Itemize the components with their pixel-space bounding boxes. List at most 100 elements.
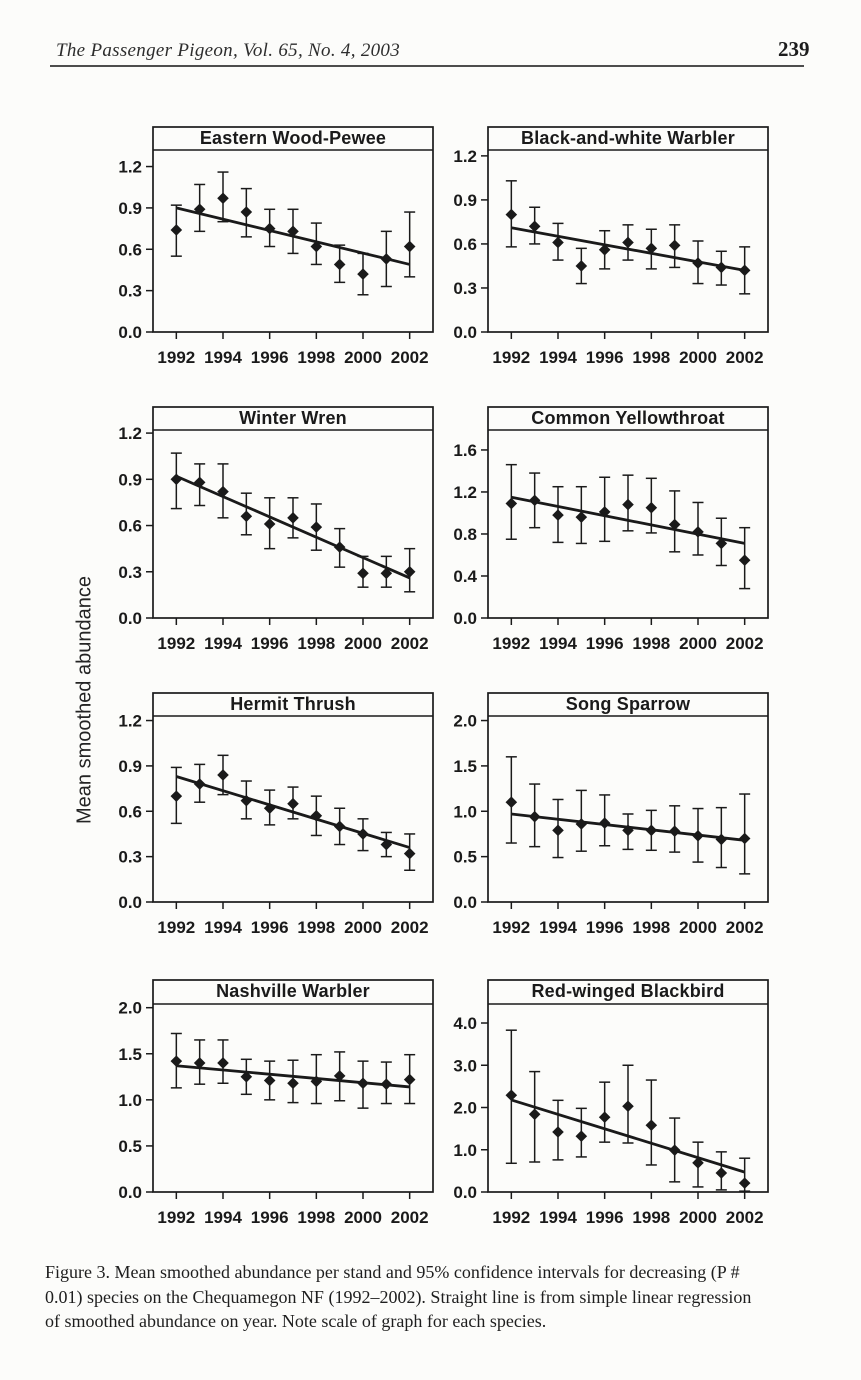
data-point-diamond [552,824,564,837]
chart-title: Hermit Thrush [230,694,356,714]
y-tick-label: 1.0 [453,802,477,821]
data-point-diamond [692,1157,704,1169]
data-point-diamond [170,473,183,486]
data-point-diamond [715,833,728,846]
x-tick-label: 1994 [539,918,577,937]
data-point-diamond [575,511,588,523]
data-point-diamond [287,225,299,238]
regression-line [511,495,745,545]
y-tick-label: 2.0 [118,999,142,1018]
x-tick-label: 2002 [726,1208,764,1227]
y-tick-label: 1.0 [118,1091,142,1110]
x-tick-label: 1992 [157,634,195,653]
data-point-diamond [668,1144,681,1156]
data-point-diamond [403,565,416,578]
y-tick-label: 0.8 [453,525,477,544]
data-point-diamond [217,769,229,781]
y-tick-label: 1.5 [118,1045,142,1064]
data-point-diamond [310,240,323,253]
x-tick-label: 2002 [726,634,764,653]
caption-line: of smoothed abundance on year. Note scal… [45,1311,547,1331]
x-tick-label: 1992 [492,634,530,653]
x-tick-label: 1994 [204,1208,242,1227]
data-point-diamond [357,828,369,840]
data-point-diamond [333,1070,346,1082]
chart-common-yellowthroat: Common Yellowthroat 0.0 0.4 0.8 1.2 1.6 1992 19… [428,395,782,666]
data-point-diamond [170,224,183,236]
data-point-diamond [622,498,634,511]
y-tick-label: 0.0 [453,323,477,342]
y-tick-label: 0.0 [118,1183,142,1202]
regression-line [175,474,411,580]
data-point-diamond [692,257,704,269]
data-point-diamond [240,1071,253,1083]
regression-line [511,226,745,272]
data-point-diamond [240,794,253,807]
data-point-diamond [528,1108,541,1121]
plot-frame [152,406,434,619]
x-tick-label: 2000 [679,1208,717,1227]
plot-frame [152,692,434,903]
data-point-diamond [598,1111,611,1124]
y-tick-label: 0.0 [453,893,477,912]
y-tick-label: 3.0 [453,1056,477,1075]
data-point-diamond [528,494,541,507]
data-point-diamond [598,506,611,518]
y-tick-label: 0.3 [453,279,477,298]
x-tick-label: 2000 [344,634,382,653]
data-point-diamond [287,512,299,524]
y-tick-label: 0.3 [118,848,142,867]
data-point-diamond [505,1089,518,1102]
x-tick-label: 2000 [679,634,717,653]
x-tick-label: 2002 [726,348,764,367]
chart-red-winged-blackbird: Red-winged Blackbird 0.0 1.0 2.0 3.0 4.0 1992 1… [428,968,782,1240]
chart-hermit-thrush: Hermit Thrush 0.0 0.3 0.6 0.9 1.2 1992 1994 1996… [93,681,447,950]
data-point-diamond [528,810,541,823]
y-tick-label: 0.5 [453,848,477,867]
data-point-diamond [622,236,634,249]
data-point-diamond [193,476,206,489]
y-tick-label: 0.3 [118,282,142,301]
chart-nashville-warbler: Nashville Warbler 0.0 0.5 1.0 1.5 2.0 1992 1994… [93,968,447,1240]
data-point-diamond [380,1078,393,1090]
chart-title: Red-winged Blackbird [531,981,724,1001]
x-tick-label: 1996 [251,634,289,653]
x-tick-label: 1994 [539,634,577,653]
data-point-diamond [692,829,704,842]
header-rule [50,65,804,67]
data-point-diamond [170,790,183,802]
x-tick-label: 1994 [204,918,242,937]
data-point-diamond [738,832,751,845]
data-point-diamond [310,1075,323,1088]
y-tick-label: 0.0 [118,323,142,342]
x-tick-label: 1996 [251,348,289,367]
x-tick-label: 1998 [297,1208,335,1227]
data-point-diamond [575,1130,588,1143]
data-point-diamond [645,242,658,255]
regression-line [176,1064,410,1089]
x-tick-label: 1996 [586,918,624,937]
data-point-diamond [240,206,253,218]
data-point-diamond [738,264,751,277]
x-tick-label: 1994 [204,348,242,367]
data-point-diamond [263,222,276,235]
x-tick-label: 1992 [492,348,530,367]
data-point-diamond [380,567,393,580]
x-tick-label: 1998 [297,634,335,653]
data-point-diamond [528,220,541,233]
y-tick-label: 0.6 [118,517,142,536]
chart-plot-svg: Hermit Thrush 0.0 0.3 0.6 0.9 1.2 1992 1994 1996… [118,692,434,937]
plot-frame [487,406,769,619]
x-tick-label: 1998 [632,634,670,653]
data-point-diamond [333,541,346,553]
y-tick-label: 4.0 [453,1014,477,1033]
data-point-diamond [715,1167,728,1179]
x-tick-label: 1994 [539,1208,577,1227]
x-tick-label: 1998 [297,918,335,937]
x-tick-label: 1994 [204,634,242,653]
y-tick-label: 0.4 [453,567,477,586]
chart-title: Winter Wren [239,408,347,428]
data-point-diamond [622,824,634,837]
data-point-diamond [575,818,588,830]
y-tick-label: 0.5 [118,1137,142,1156]
